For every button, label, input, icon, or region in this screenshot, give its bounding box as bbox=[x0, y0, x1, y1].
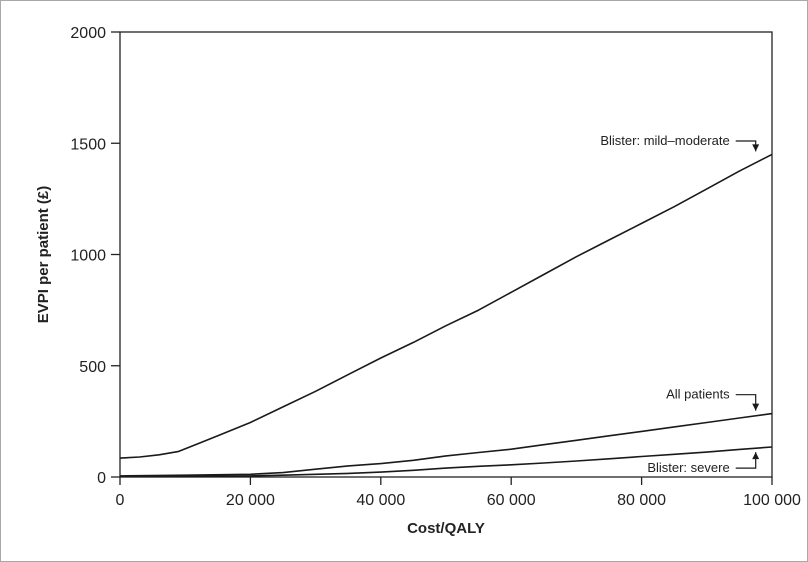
annotation-label-2: All patients bbox=[666, 387, 730, 402]
series-group bbox=[119, 153, 773, 478]
annotation-arrowhead-3 bbox=[752, 452, 760, 460]
x-tick-label: 20 000 bbox=[226, 492, 275, 509]
y-tick-label: 500 bbox=[79, 359, 106, 376]
annotation-arrowhead-2 bbox=[752, 403, 760, 411]
series-line-2 bbox=[119, 412, 773, 477]
annotation-label-1: Blister: mild–moderate bbox=[600, 133, 729, 148]
series-line-3 bbox=[119, 446, 773, 478]
annotation-group: Blister: mild–moderate All patients Bliste… bbox=[600, 133, 760, 475]
annotation-label-3: Blister: severe bbox=[647, 460, 729, 475]
annotation-arrowhead-1 bbox=[752, 144, 760, 152]
plot-border bbox=[119, 31, 773, 478]
series-line-1 bbox=[119, 153, 773, 459]
y-tick-label: 0 bbox=[97, 470, 106, 487]
plot-area: 0 500 1000 1500 2000 0 20 000 40 000 60 000 80 00… bbox=[70, 25, 801, 509]
x-tick-label: 60 000 bbox=[487, 492, 536, 509]
y-tick-label: 1500 bbox=[70, 136, 106, 153]
x-tick-label: 0 bbox=[116, 492, 125, 509]
y-axis-title: EVPI per patient (£) bbox=[35, 186, 52, 324]
y-tick-label: 2000 bbox=[70, 25, 106, 42]
annotation-leader-3 bbox=[735, 452, 757, 469]
annotation-leader-1 bbox=[735, 140, 757, 152]
x-tick-label: 100 000 bbox=[743, 492, 801, 509]
x-axis-title: Cost/QALY bbox=[407, 520, 485, 537]
x-tick-label: 80 000 bbox=[617, 492, 666, 509]
y-tick-label: 1000 bbox=[70, 248, 106, 265]
x-tick-label: 40 000 bbox=[356, 492, 405, 509]
annotation-leader-2 bbox=[735, 394, 757, 411]
